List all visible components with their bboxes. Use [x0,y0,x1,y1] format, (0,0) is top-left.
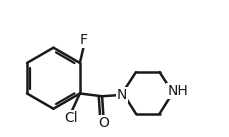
Text: Cl: Cl [65,111,78,125]
Text: N: N [117,88,127,102]
Text: NH: NH [167,84,188,98]
Text: O: O [98,116,109,130]
Text: F: F [80,33,88,47]
